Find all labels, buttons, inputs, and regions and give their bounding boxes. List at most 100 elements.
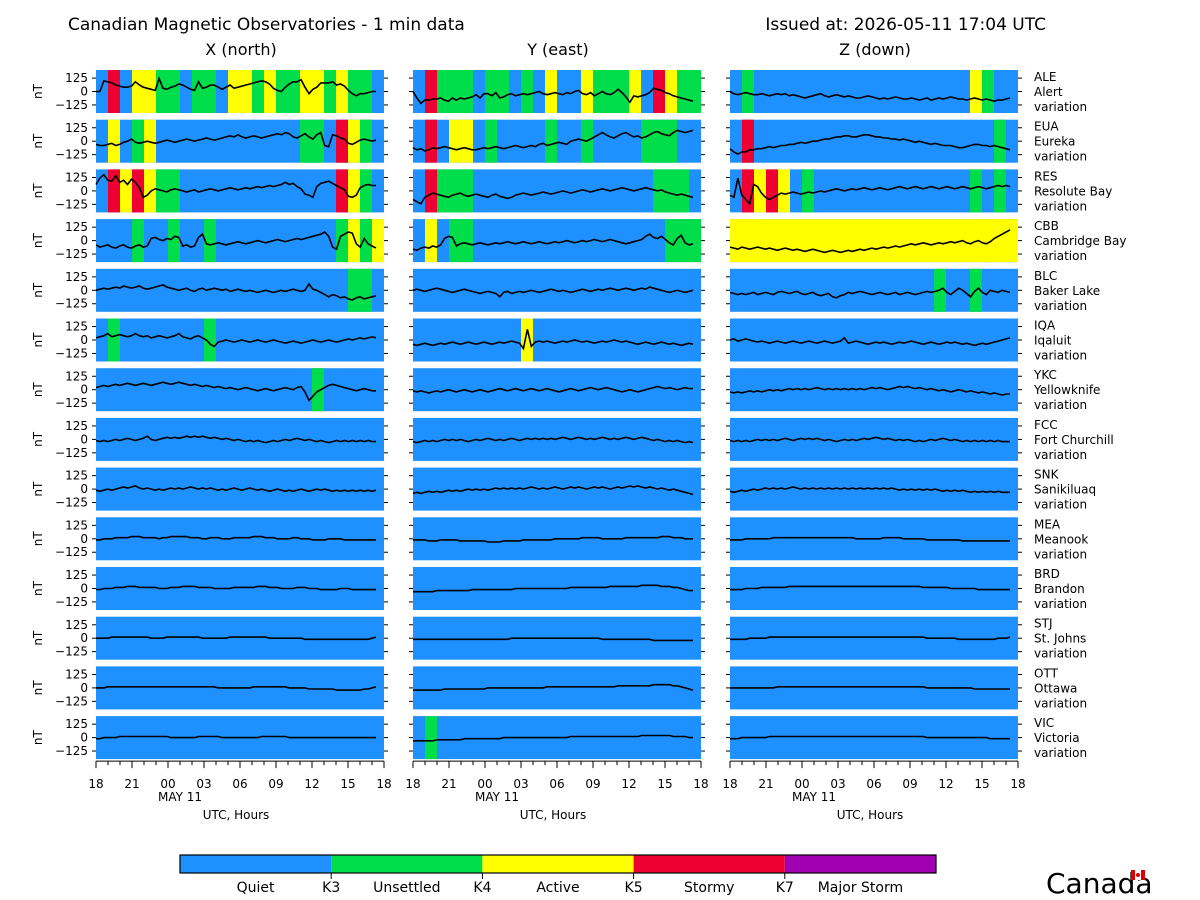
y-tick-label: 0 (80, 582, 88, 596)
x-axis-label: UTC, Hours (520, 808, 587, 822)
issued-time: Issued at: 2026-05-11 17:04 UTC (765, 15, 1046, 35)
panel-background (96, 567, 384, 610)
panel-ott-1 (409, 666, 705, 710)
y-tick-label: 0 (80, 532, 88, 546)
date-label: MAY 11 (158, 790, 202, 804)
x-tick-label: 21 (124, 777, 139, 791)
activity-segment (348, 268, 372, 312)
activity-segment (348, 119, 360, 163)
x-tick-label: 03 (196, 777, 211, 791)
column-title-z: Z (down) (839, 40, 911, 59)
panel-background (730, 119, 1018, 163)
legend-swatch-unsettled (331, 855, 483, 873)
activity-segment (629, 70, 641, 113)
legend-label: Unsettled (373, 880, 440, 896)
y-tick-label: −125 (55, 297, 88, 311)
activity-segment (425, 716, 437, 760)
station-code: FCC (1034, 418, 1058, 432)
station-component-label: variation (1034, 150, 1087, 164)
x-tick-label: 06 (549, 777, 564, 791)
activity-segment (425, 169, 437, 213)
station-code: VIC (1034, 716, 1054, 730)
variation-trace (412, 385, 693, 394)
panel-fcc-2 (726, 417, 1022, 461)
y-tick-label: −125 (55, 744, 88, 758)
activity-segment (348, 219, 360, 263)
y-tick-label: 0 (80, 681, 88, 695)
panel-stj-1 (409, 616, 705, 660)
activity-segment (982, 70, 994, 113)
x-tick-label: 09 (268, 777, 283, 791)
x-tick-label: 18 (376, 777, 391, 791)
activity-segment (300, 119, 324, 163)
station-code: SNK (1034, 468, 1060, 482)
legend-swatch-major-storm (784, 855, 936, 873)
y-tick-label: −125 (55, 545, 88, 559)
activity-segment (485, 70, 509, 113)
x-tick-label: 12 (304, 777, 319, 791)
variation-trace (96, 685, 377, 691)
y-tick-label: −125 (55, 98, 88, 112)
y-tick-label: 0 (80, 333, 88, 347)
activity-segment (545, 70, 557, 113)
variation-trace (730, 735, 1010, 740)
station-component-label: variation (1034, 249, 1087, 263)
activity-segment (336, 119, 348, 163)
station-code: CBB (1034, 219, 1059, 233)
variation-trace (412, 186, 694, 205)
activity-segment (425, 119, 437, 163)
y-tick-label: −125 (55, 645, 88, 659)
variation-trace (413, 535, 693, 543)
legend-label: Active (536, 880, 579, 896)
activity-segment (437, 70, 449, 113)
legend-threshold-label: K7 (776, 880, 794, 896)
panel-background (413, 666, 701, 710)
panel-background (730, 417, 1018, 461)
y-axis-label: nT (31, 83, 45, 99)
panel-vic-2 (726, 716, 1022, 760)
activity-segment (437, 169, 449, 213)
column-title-x: X (north) (205, 40, 276, 59)
panel-ale-2 (726, 70, 1022, 113)
variation-trace (413, 734, 693, 742)
x-tick-label: 06 (866, 777, 881, 791)
variation-trace (96, 636, 377, 641)
variation-trace (412, 233, 694, 252)
activity-segment (132, 70, 156, 113)
y-tick-label: 125 (65, 369, 88, 383)
activity-segment (360, 119, 372, 163)
y-axis-label: nT (31, 729, 45, 745)
variation-trace (95, 485, 377, 493)
panel-brd-2 (726, 567, 1022, 610)
station-code: IQA (1034, 319, 1056, 333)
x-tick-label: 03 (830, 777, 845, 791)
activity-segment (108, 119, 120, 163)
y-tick-label: −125 (55, 446, 88, 460)
activity-segment (802, 169, 814, 213)
activity-segment (581, 70, 593, 113)
station-component-label: variation (1034, 349, 1087, 363)
y-axis-label: nT (31, 382, 45, 398)
panel-eua-1 (409, 119, 705, 163)
activity-segment (641, 119, 677, 163)
y-tick-label: 0 (80, 184, 88, 198)
variation-trace (729, 90, 1011, 103)
y-tick-label: 0 (80, 731, 88, 745)
activity-segment (348, 169, 360, 213)
station-component-label: variation (1034, 199, 1087, 213)
variation-trace (95, 230, 377, 251)
station-component-label: variation (1034, 547, 1087, 561)
panel-mea-1 (409, 517, 705, 561)
station-component-label: variation (1034, 448, 1087, 462)
activity-segment (108, 70, 120, 113)
panel-ykc-2 (726, 368, 1022, 412)
date-label: MAY 11 (792, 790, 836, 804)
panel-blc-1 (409, 268, 705, 312)
